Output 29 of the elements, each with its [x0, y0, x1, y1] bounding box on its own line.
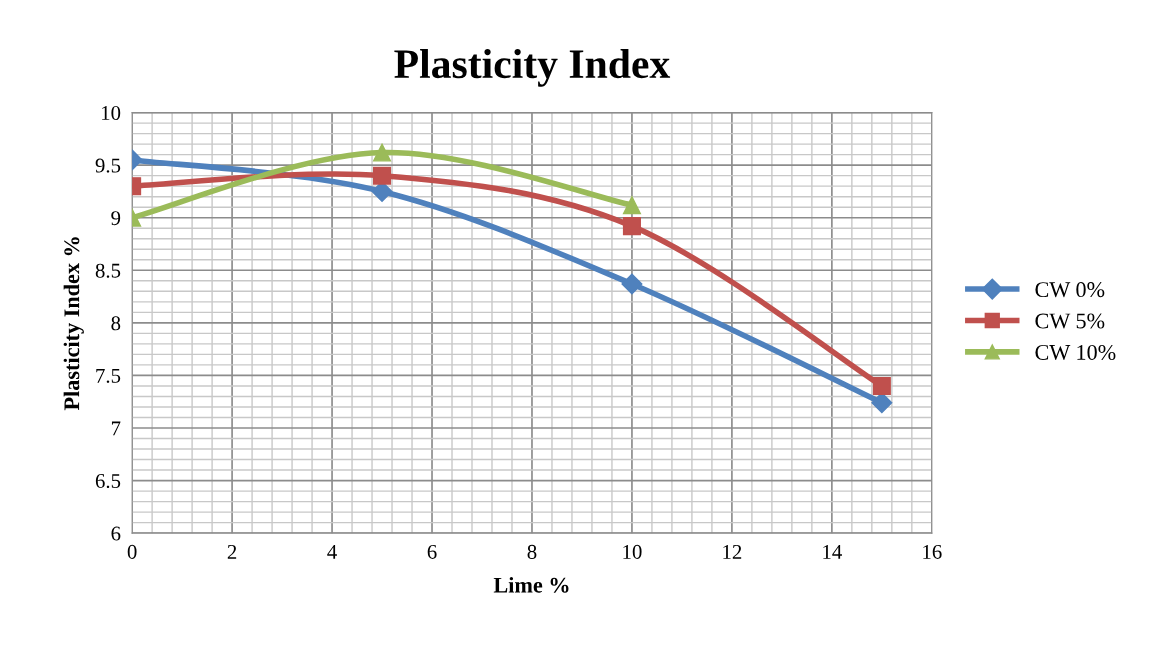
y-tick-label: 10 [102, 105, 121, 121]
y-tick-label: 8 [111, 316, 121, 331]
x-tick-label: 6 [427, 544, 437, 559]
x-tick-label: 0 [127, 544, 137, 559]
x-tick-label: 12 [723, 544, 742, 559]
legend-label: CW 5% [1035, 313, 1105, 329]
x-tick-label: 14 [823, 544, 842, 559]
point [621, 273, 643, 295]
y-tick-label: 6 [111, 526, 121, 541]
legend-label: CW 0% [1035, 282, 1105, 298]
legend-label: CW 10% [1035, 344, 1116, 360]
x-tick-label: 2 [227, 544, 237, 559]
chart-title: Plasticity Index [394, 48, 671, 87]
y-axis-title: Plasticity Index % [63, 237, 84, 411]
y-tick-label: 6.5 [95, 473, 121, 489]
x-tick-label: 16 [923, 544, 942, 559]
x-axis-title: Lime % [493, 577, 569, 593]
point [373, 166, 392, 185]
y-tick-label: 9 [111, 211, 121, 226]
point [622, 217, 641, 236]
x-tick-label: 10 [623, 544, 642, 559]
y-tick-label: 7 [111, 421, 121, 436]
point [373, 143, 392, 162]
x-tick-label: 4 [327, 544, 337, 559]
point [622, 196, 641, 215]
y-tick-label: 7.5 [96, 369, 121, 383]
y-tick-label: 8.5 [95, 263, 121, 278]
x-tick-label: 8 [527, 544, 537, 559]
y-tick-label: 9.5 [95, 158, 121, 173]
